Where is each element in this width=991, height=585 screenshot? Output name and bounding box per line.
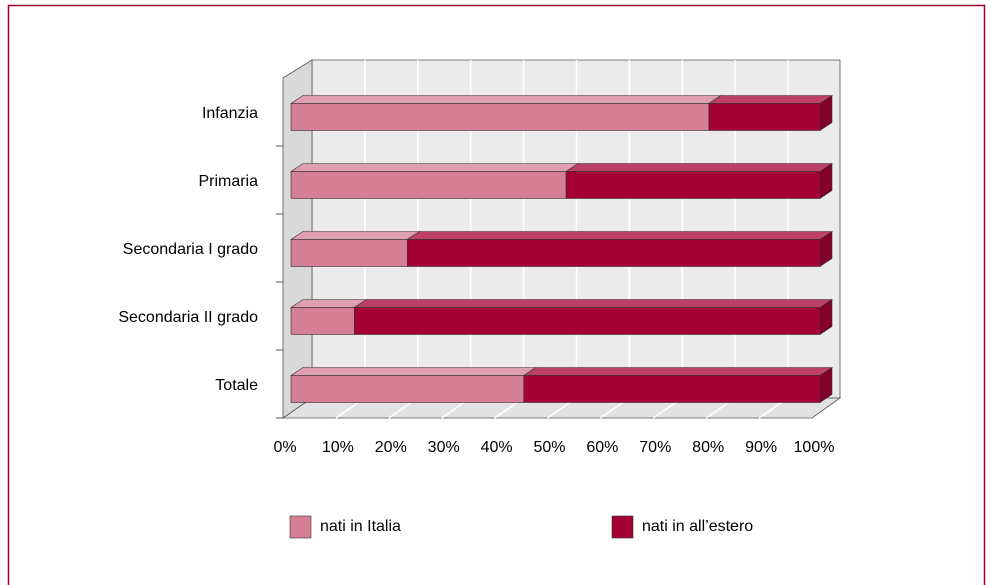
bar — [290, 239, 408, 267]
y-tick-label: Infanzia — [202, 105, 258, 122]
y-tick-label: Secondaria I grado — [123, 241, 258, 258]
y-tick-label: Primaria — [198, 173, 258, 190]
bar-top — [565, 163, 833, 172]
legend-swatch — [289, 515, 312, 539]
x-tick-label: 70% — [639, 439, 671, 456]
bar — [290, 171, 567, 199]
legend-label: nati in Italia — [320, 518, 401, 535]
y-tick-label: Totale — [215, 377, 258, 394]
bar-top — [290, 95, 722, 104]
x-tick-label: 80% — [692, 439, 724, 456]
bar-top — [406, 231, 833, 240]
x-tick-label: 0% — [273, 439, 296, 456]
bar-top — [290, 367, 537, 376]
bar — [565, 171, 821, 199]
x-tick-label: 60% — [586, 439, 618, 456]
bar — [708, 103, 821, 131]
y-tick-label: Secondaria II grado — [118, 309, 258, 326]
bar-top — [290, 231, 421, 240]
x-tick-label: 100% — [794, 439, 835, 456]
x-tick-label: 90% — [745, 439, 777, 456]
x-tick-label: 30% — [428, 439, 460, 456]
legend-swatch — [611, 515, 634, 539]
bar-top — [522, 367, 833, 376]
bar-top — [707, 95, 833, 104]
frame — [7, 4, 986, 585]
bar — [290, 375, 525, 403]
bar-top — [290, 299, 368, 308]
x-tick-label: 50% — [533, 439, 565, 456]
bar — [290, 103, 710, 131]
x-tick-label: 20% — [375, 439, 407, 456]
x-tick-label: 10% — [322, 439, 354, 456]
bar-top — [353, 299, 833, 308]
bar — [354, 307, 821, 335]
bar-top — [290, 163, 580, 172]
bar — [407, 239, 821, 267]
bar — [290, 307, 355, 335]
legend-label: nati in all’estero — [642, 518, 753, 535]
bar — [523, 375, 821, 403]
x-tick-label: 40% — [481, 439, 513, 456]
